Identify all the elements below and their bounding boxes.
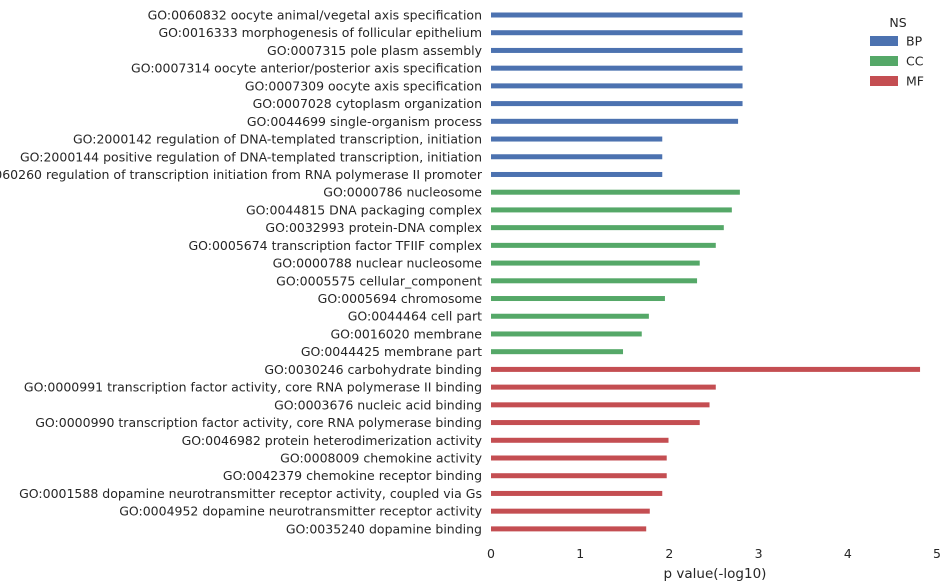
- category-label: GO:0000786 nucleosome: [323, 185, 482, 200]
- legend-swatch-bp: [870, 36, 898, 46]
- category-label: GO:0007315 pole plasm assembly: [267, 43, 483, 58]
- bar-mf: [491, 473, 667, 479]
- bar-mf: [491, 437, 669, 443]
- x-tick-label: 4: [844, 546, 852, 561]
- category-label: GO:2000142 regulation of DNA-templated t…: [73, 132, 482, 147]
- bar-cc: [491, 313, 649, 319]
- category-label: GO:0016333 morphogenesis of follicular e…: [158, 25, 482, 40]
- category-label: GO:0035240 dopamine binding: [286, 521, 482, 536]
- bar-mf: [491, 384, 716, 390]
- category-label: GO:0007314 oocyte anterior/posterior axi…: [131, 61, 482, 76]
- bar-mf: [491, 402, 710, 408]
- category-label: GO:0030246 carbohydrate binding: [264, 362, 482, 377]
- category-label: GO:0044815 DNA packaging complex: [246, 202, 482, 217]
- legend-label-mf: MF: [906, 74, 924, 89]
- bar-mf: [491, 455, 667, 461]
- category-labels-group: GO:0060832 oocyte animal/vegetal axis sp…: [0, 8, 483, 537]
- category-label: GO:0005694 chromosome: [318, 291, 483, 306]
- bar-bp: [491, 101, 743, 107]
- bar-mf: [491, 508, 650, 514]
- x-axis-title: p value(-log10): [664, 566, 767, 582]
- bar-bp: [491, 154, 663, 160]
- bar-mf: [491, 490, 663, 496]
- category-label: GO:0001588 dopamine neurotransmitter rec…: [19, 486, 482, 501]
- category-label: GO:0004952 dopamine neurotransmitter rec…: [119, 504, 482, 519]
- category-label: GO:0046982 protein heterodimerization ac…: [182, 433, 483, 448]
- category-label: GO:0007309 oocyte axis specification: [245, 78, 482, 93]
- x-tick-label: 3: [755, 546, 763, 561]
- legend: NS BP CC MF: [870, 15, 924, 89]
- bar-cc: [491, 189, 740, 195]
- bar-mf: [491, 420, 700, 426]
- bar-bp: [491, 171, 663, 177]
- legend-entries: BP CC MF: [870, 34, 924, 89]
- bar-bp: [491, 118, 739, 124]
- bar-cc: [491, 331, 642, 337]
- bar-cc: [491, 260, 700, 266]
- bar-bp: [491, 83, 743, 89]
- bar-bp: [491, 30, 743, 36]
- category-label: GO:0016020 membrane: [330, 326, 482, 341]
- bar-bp: [491, 136, 663, 142]
- category-label: GO:0007028 cytoplasm organization: [253, 96, 482, 111]
- bar-cc: [491, 207, 732, 213]
- bar-mf: [491, 526, 647, 532]
- legend-label-cc: CC: [906, 54, 924, 69]
- legend-title: NS: [889, 15, 906, 30]
- bar-cc: [491, 242, 716, 248]
- bar-bp: [491, 65, 743, 71]
- category-label: GO:0003676 nucleic acid binding: [274, 397, 482, 412]
- category-label: GO:0060260 regulation of transcription i…: [0, 167, 483, 182]
- bar-cc: [491, 225, 724, 231]
- x-tick-label: 5: [933, 546, 941, 561]
- category-label: GO:0008009 chemokine activity: [280, 451, 482, 466]
- category-label: GO:0000991 transcription factor activity…: [24, 380, 482, 395]
- bar-cc: [491, 296, 665, 302]
- category-label: GO:0060832 oocyte animal/vegetal axis sp…: [148, 8, 482, 23]
- category-label: GO:0005575 cellular_component: [276, 273, 482, 288]
- bar-cc: [491, 278, 698, 284]
- bar-mf: [491, 366, 921, 372]
- category-label: GO:0000990 transcription factor activity…: [35, 415, 482, 430]
- x-tick-label: 0: [487, 546, 495, 561]
- category-label: GO:0044464 cell part: [348, 309, 482, 324]
- category-label: GO:0005674 transcription factor TFIIF co…: [188, 238, 482, 253]
- category-label: GO:2000144 positive regulation of DNA-te…: [20, 149, 482, 164]
- x-tick-labels-group: 0 1 2 3 4 5: [487, 546, 941, 561]
- bars-group: [491, 12, 921, 532]
- category-label: GO:0044699 single-organism process: [247, 114, 482, 129]
- category-label: GO:0032993 protein-DNA complex: [265, 220, 482, 235]
- category-label: GO:0000788 nuclear nucleosome: [273, 256, 483, 271]
- category-label: GO:0042379 chemokine receptor binding: [223, 468, 482, 483]
- category-label: GO:0044425 membrane part: [301, 344, 482, 359]
- bar-bp: [491, 47, 743, 53]
- legend-swatch-mf: [870, 76, 898, 86]
- legend-label-bp: BP: [906, 34, 923, 49]
- legend-swatch-cc: [870, 56, 898, 66]
- x-tick-label: 1: [576, 546, 584, 561]
- bar-bp: [491, 12, 743, 18]
- x-tick-label: 2: [665, 546, 673, 561]
- bar-cc: [491, 349, 624, 355]
